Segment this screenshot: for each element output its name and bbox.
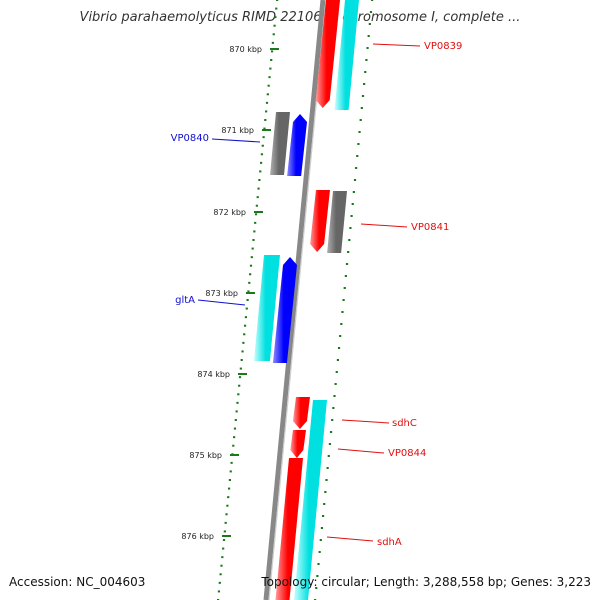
ruler-track-left	[217, 0, 279, 600]
gene-arrow-vp0841	[310, 190, 330, 252]
kbp-tick-label: 871 kbp	[221, 126, 254, 135]
accession-label: Accession: NC_004603	[9, 575, 146, 589]
gene-label-leader	[326, 536, 374, 542]
gene-label: VP0841	[411, 222, 449, 233]
gene-label: sdhA	[377, 537, 402, 548]
feature-bar-vp0840-gray	[270, 112, 290, 175]
kbp-tick-label: 876 kbp	[181, 532, 214, 541]
kbp-tick-label: 872 kbp	[213, 208, 246, 217]
feature-bar-vp0839-cyan	[334, 0, 359, 110]
gene-label-leader	[341, 419, 390, 424]
kbp-tick-label: 870 kbp	[229, 45, 262, 54]
gene-label-leader	[337, 448, 385, 454]
kbp-tick-label: 873 kbp	[205, 289, 238, 298]
gene-label: VP0840	[171, 133, 209, 144]
feature-bar-glta-cyan	[253, 255, 280, 361]
ruler-track-right	[314, 0, 374, 600]
kbp-tick-label: 874 kbp	[197, 370, 230, 379]
map-title: Vibrio parahaemolyticus RIMD 2210633 chr…	[79, 10, 521, 25]
gene-label-leader	[360, 223, 408, 228]
genome-summary: Topology: circular; Length: 3,288,558 bp…	[261, 575, 591, 589]
gene-arrow-vp0844	[290, 430, 306, 458]
backbone-line	[263, 0, 326, 600]
gene-arrow-sdhc	[292, 397, 310, 429]
feature-bar-sdh-cyan	[294, 400, 327, 600]
gene-label: VP0844	[388, 448, 426, 459]
gene-label: VP0839	[424, 41, 462, 52]
gene-label: gltA	[175, 295, 195, 306]
gene-label-leader	[197, 299, 246, 306]
gene-label: sdhC	[392, 418, 417, 429]
kbp-tick-label: 875 kbp	[189, 451, 222, 460]
gene-arrow-glta	[272, 257, 297, 363]
feature-bar-sdha-red	[275, 458, 303, 600]
gene-label-leader	[211, 138, 261, 143]
feature-bar-vp0841-gray	[327, 191, 347, 253]
gene-arrow-vp0839	[315, 0, 340, 108]
gene-arrow-vp0840	[287, 114, 307, 176]
gene-label-leader	[372, 43, 421, 47]
